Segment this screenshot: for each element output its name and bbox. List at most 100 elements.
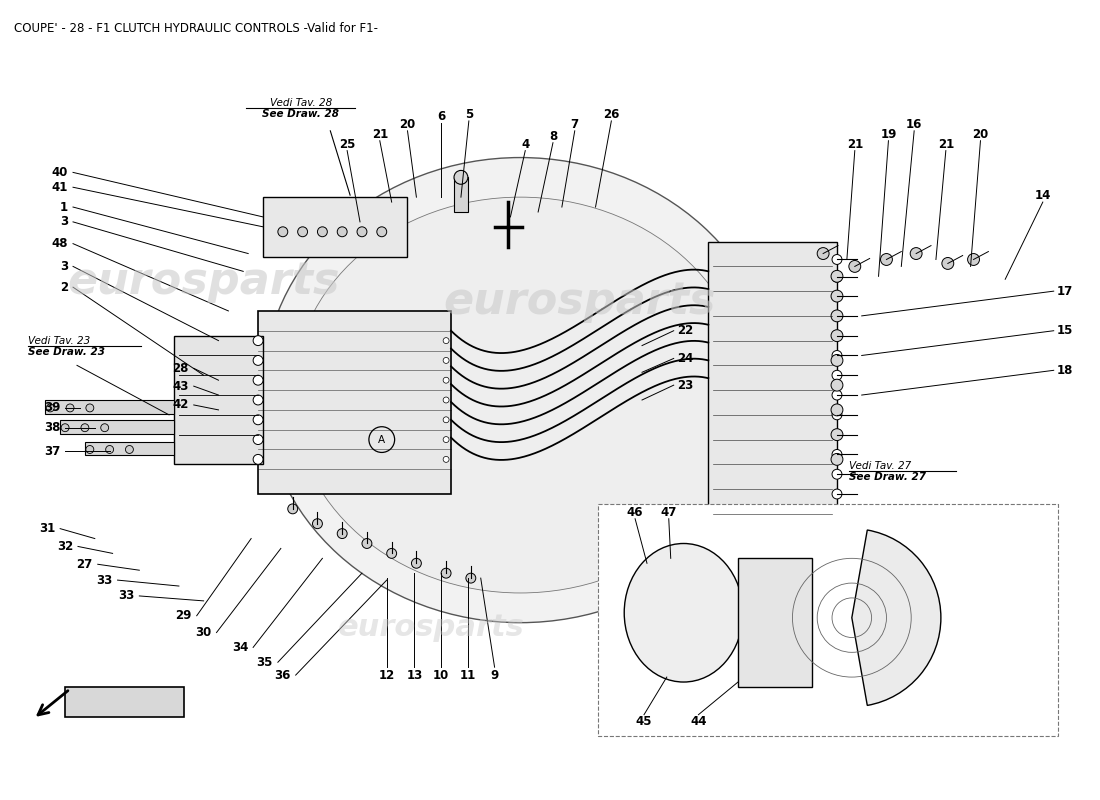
Circle shape (830, 310, 843, 322)
Circle shape (832, 254, 842, 265)
Text: 11: 11 (460, 669, 476, 682)
Text: 20: 20 (399, 118, 416, 131)
Circle shape (46, 404, 54, 412)
Text: 32: 32 (57, 540, 73, 553)
Circle shape (454, 170, 467, 184)
Circle shape (86, 446, 94, 454)
Circle shape (832, 430, 842, 439)
Circle shape (278, 227, 288, 237)
Circle shape (253, 336, 263, 346)
Text: 41: 41 (52, 181, 68, 194)
Bar (454, 178, 467, 212)
Circle shape (832, 330, 842, 341)
Circle shape (443, 417, 449, 422)
Circle shape (377, 227, 387, 237)
Circle shape (832, 489, 842, 499)
Text: 3: 3 (59, 215, 68, 228)
Circle shape (358, 227, 367, 237)
Text: 27: 27 (77, 558, 92, 570)
Text: Vedi Tav. 23: Vedi Tav. 23 (28, 335, 90, 346)
Circle shape (441, 568, 451, 578)
Text: 35: 35 (256, 656, 273, 669)
Text: 2: 2 (59, 281, 68, 294)
Circle shape (81, 424, 89, 432)
Circle shape (968, 254, 979, 266)
Text: 15: 15 (1057, 324, 1072, 338)
Circle shape (830, 429, 843, 441)
Text: 3: 3 (59, 260, 68, 273)
Text: 23: 23 (676, 378, 693, 392)
Text: 40: 40 (52, 166, 68, 179)
Text: 12: 12 (378, 669, 395, 682)
Circle shape (362, 538, 372, 549)
Circle shape (830, 330, 843, 342)
Bar (85, 442, 174, 455)
Text: 37: 37 (44, 445, 60, 458)
Circle shape (880, 254, 892, 266)
Text: 10: 10 (433, 669, 449, 682)
Text: 47: 47 (661, 506, 676, 518)
Text: See Draw. 27: See Draw. 27 (849, 472, 926, 482)
Circle shape (253, 454, 263, 464)
Text: 30: 30 (196, 626, 211, 639)
Circle shape (125, 446, 133, 454)
Bar (263, 197, 407, 257)
Circle shape (832, 370, 842, 380)
Circle shape (832, 291, 842, 301)
Bar (738, 558, 812, 687)
Circle shape (443, 397, 449, 403)
Text: 31: 31 (39, 522, 55, 535)
Text: COUPE' - 28 - F1 CLUTCH HYDRAULIC CONTROLS -Valid for F1-: COUPE' - 28 - F1 CLUTCH HYDRAULIC CONTRO… (13, 22, 377, 35)
Text: Vedi Tav. 27: Vedi Tav. 27 (849, 462, 911, 471)
Text: 5: 5 (464, 108, 473, 121)
Text: See Draw. 28: See Draw. 28 (262, 109, 339, 119)
Circle shape (387, 549, 397, 558)
Text: 33: 33 (118, 590, 134, 602)
Circle shape (253, 415, 263, 425)
Text: 22: 22 (676, 324, 693, 338)
Text: See Draw. 23: See Draw. 23 (28, 346, 105, 357)
Bar (258, 311, 451, 494)
Circle shape (830, 404, 843, 416)
Text: 14: 14 (1035, 189, 1050, 202)
Circle shape (443, 457, 449, 462)
Text: 48: 48 (52, 237, 68, 250)
Ellipse shape (263, 158, 778, 622)
Text: 33: 33 (97, 574, 112, 586)
Text: 17: 17 (1057, 285, 1072, 298)
Circle shape (443, 338, 449, 343)
Text: 21: 21 (937, 138, 954, 150)
Text: 13: 13 (406, 669, 422, 682)
Text: 29: 29 (175, 610, 191, 622)
Circle shape (253, 395, 263, 405)
Circle shape (830, 290, 843, 302)
Circle shape (338, 529, 348, 538)
Bar (597, 504, 1058, 737)
Circle shape (849, 261, 860, 272)
Circle shape (312, 518, 322, 529)
Circle shape (288, 504, 298, 514)
Text: A: A (378, 434, 385, 445)
Text: 36: 36 (274, 669, 290, 682)
Circle shape (832, 350, 842, 361)
Text: 19: 19 (880, 128, 896, 141)
Wedge shape (851, 530, 940, 706)
Circle shape (443, 437, 449, 442)
Circle shape (832, 390, 842, 400)
Circle shape (66, 404, 74, 412)
Text: 42: 42 (173, 398, 189, 411)
Circle shape (466, 573, 476, 583)
Text: 20: 20 (972, 128, 989, 141)
Text: eurosparts: eurosparts (67, 260, 340, 302)
Ellipse shape (293, 197, 748, 593)
Text: 16: 16 (906, 118, 923, 131)
Circle shape (62, 424, 69, 432)
Text: 39: 39 (44, 402, 60, 414)
Text: 24: 24 (676, 352, 693, 365)
Circle shape (443, 378, 449, 383)
Circle shape (832, 470, 842, 479)
Circle shape (942, 258, 954, 270)
Bar (45, 400, 174, 414)
Bar (60, 420, 174, 434)
Text: 43: 43 (173, 380, 189, 393)
